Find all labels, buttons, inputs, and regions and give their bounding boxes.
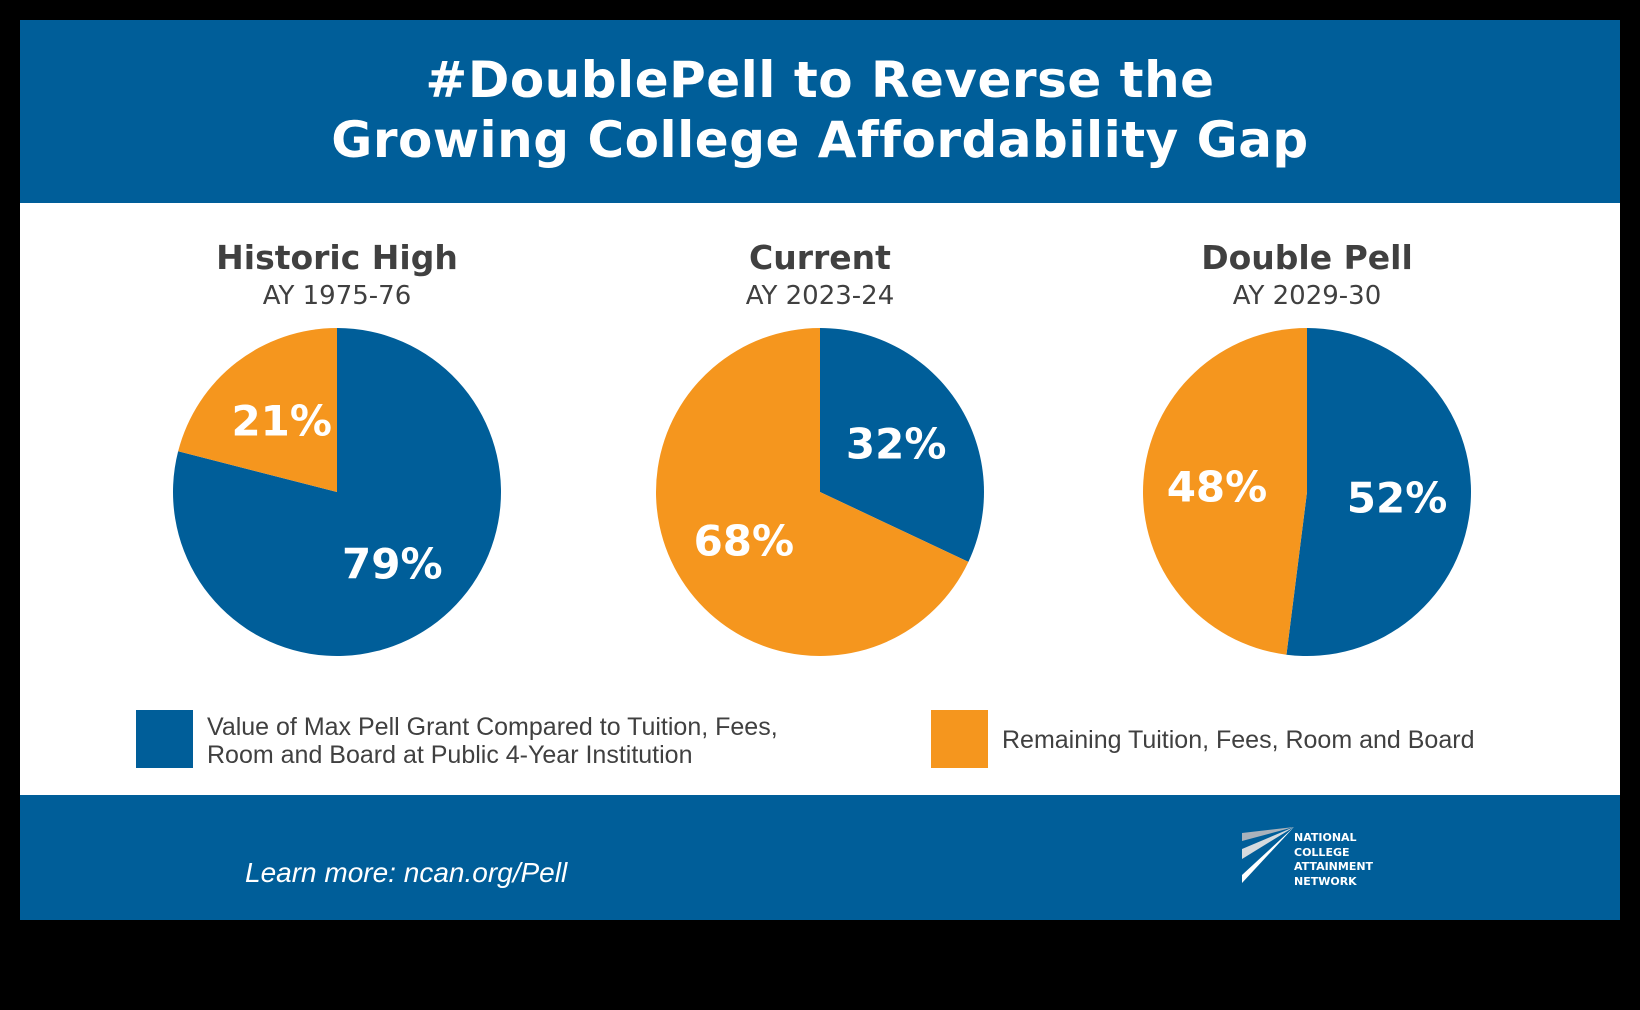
pie-subtitle: AY 1975-76 bbox=[262, 281, 412, 311]
legend-line: Room and Board at Public 4-Year Institut… bbox=[207, 741, 693, 769]
pie-slice bbox=[820, 328, 985, 562]
logo-text: NATIONAL COLLEGE ATTAINMENT NETWORK bbox=[1294, 831, 1374, 888]
pie-subtitle: AY 2023-24 bbox=[745, 281, 895, 311]
pie-data-label: 68% bbox=[694, 516, 795, 565]
title-line-2: Growing College Affordability Gap bbox=[331, 111, 1309, 169]
legend-label-remaining: Remaining Tuition, Fees, Room and Board bbox=[1002, 726, 1475, 754]
pie-title-current: Current AY 2023-24 bbox=[590, 238, 1050, 311]
pie-data-label: 52% bbox=[1347, 474, 1448, 523]
pie-data-label: 79% bbox=[342, 539, 443, 588]
pie-title-double: Double Pell AY 2029-30 bbox=[1077, 238, 1537, 311]
logo-mark-icon bbox=[1242, 827, 1294, 883]
pie-data-label: 21% bbox=[231, 397, 332, 446]
pie-data-label: 32% bbox=[846, 420, 947, 469]
pie-slice bbox=[655, 328, 969, 656]
pie-subtitle: AY 2029-30 bbox=[1232, 281, 1382, 311]
pie-title: Historic High bbox=[216, 238, 458, 277]
pie-title-historic: Historic High AY 1975-76 bbox=[107, 238, 567, 311]
pie-title: Double Pell bbox=[1201, 238, 1413, 277]
legend-label-pell: Value of Max Pell Grant Compared to Tuit… bbox=[207, 713, 778, 769]
title-line-1: #DoublePell to Reverse the bbox=[425, 51, 1215, 109]
pie-slice bbox=[178, 328, 337, 492]
legend-swatch-blue bbox=[136, 710, 193, 768]
pie-data-label: 48% bbox=[1167, 462, 1268, 511]
pie-title: Current bbox=[749, 238, 891, 277]
pie-charts: 79% 21% 32% 68% 52% 48% bbox=[173, 328, 1471, 656]
footer-banner: Learn more: ncan.org/Pell NATIONAL COLLEG… bbox=[20, 795, 1620, 920]
legend-swatch-orange bbox=[931, 710, 988, 768]
pie-slice bbox=[1286, 328, 1471, 656]
pie-slice bbox=[1143, 328, 1307, 655]
legend-line: Value of Max Pell Grant Compared to Tuit… bbox=[207, 713, 778, 741]
ncan-logo: NATIONAL COLLEGE ATTAINMENT NETWORK bbox=[1242, 825, 1402, 897]
header-banner: #DoublePell to Reverse the Growing Colle… bbox=[20, 20, 1620, 203]
learn-more-link[interactable]: Learn more: ncan.org/Pell bbox=[245, 857, 568, 888]
infographic: #DoublePell to Reverse the Growing Colle… bbox=[20, 20, 1620, 920]
